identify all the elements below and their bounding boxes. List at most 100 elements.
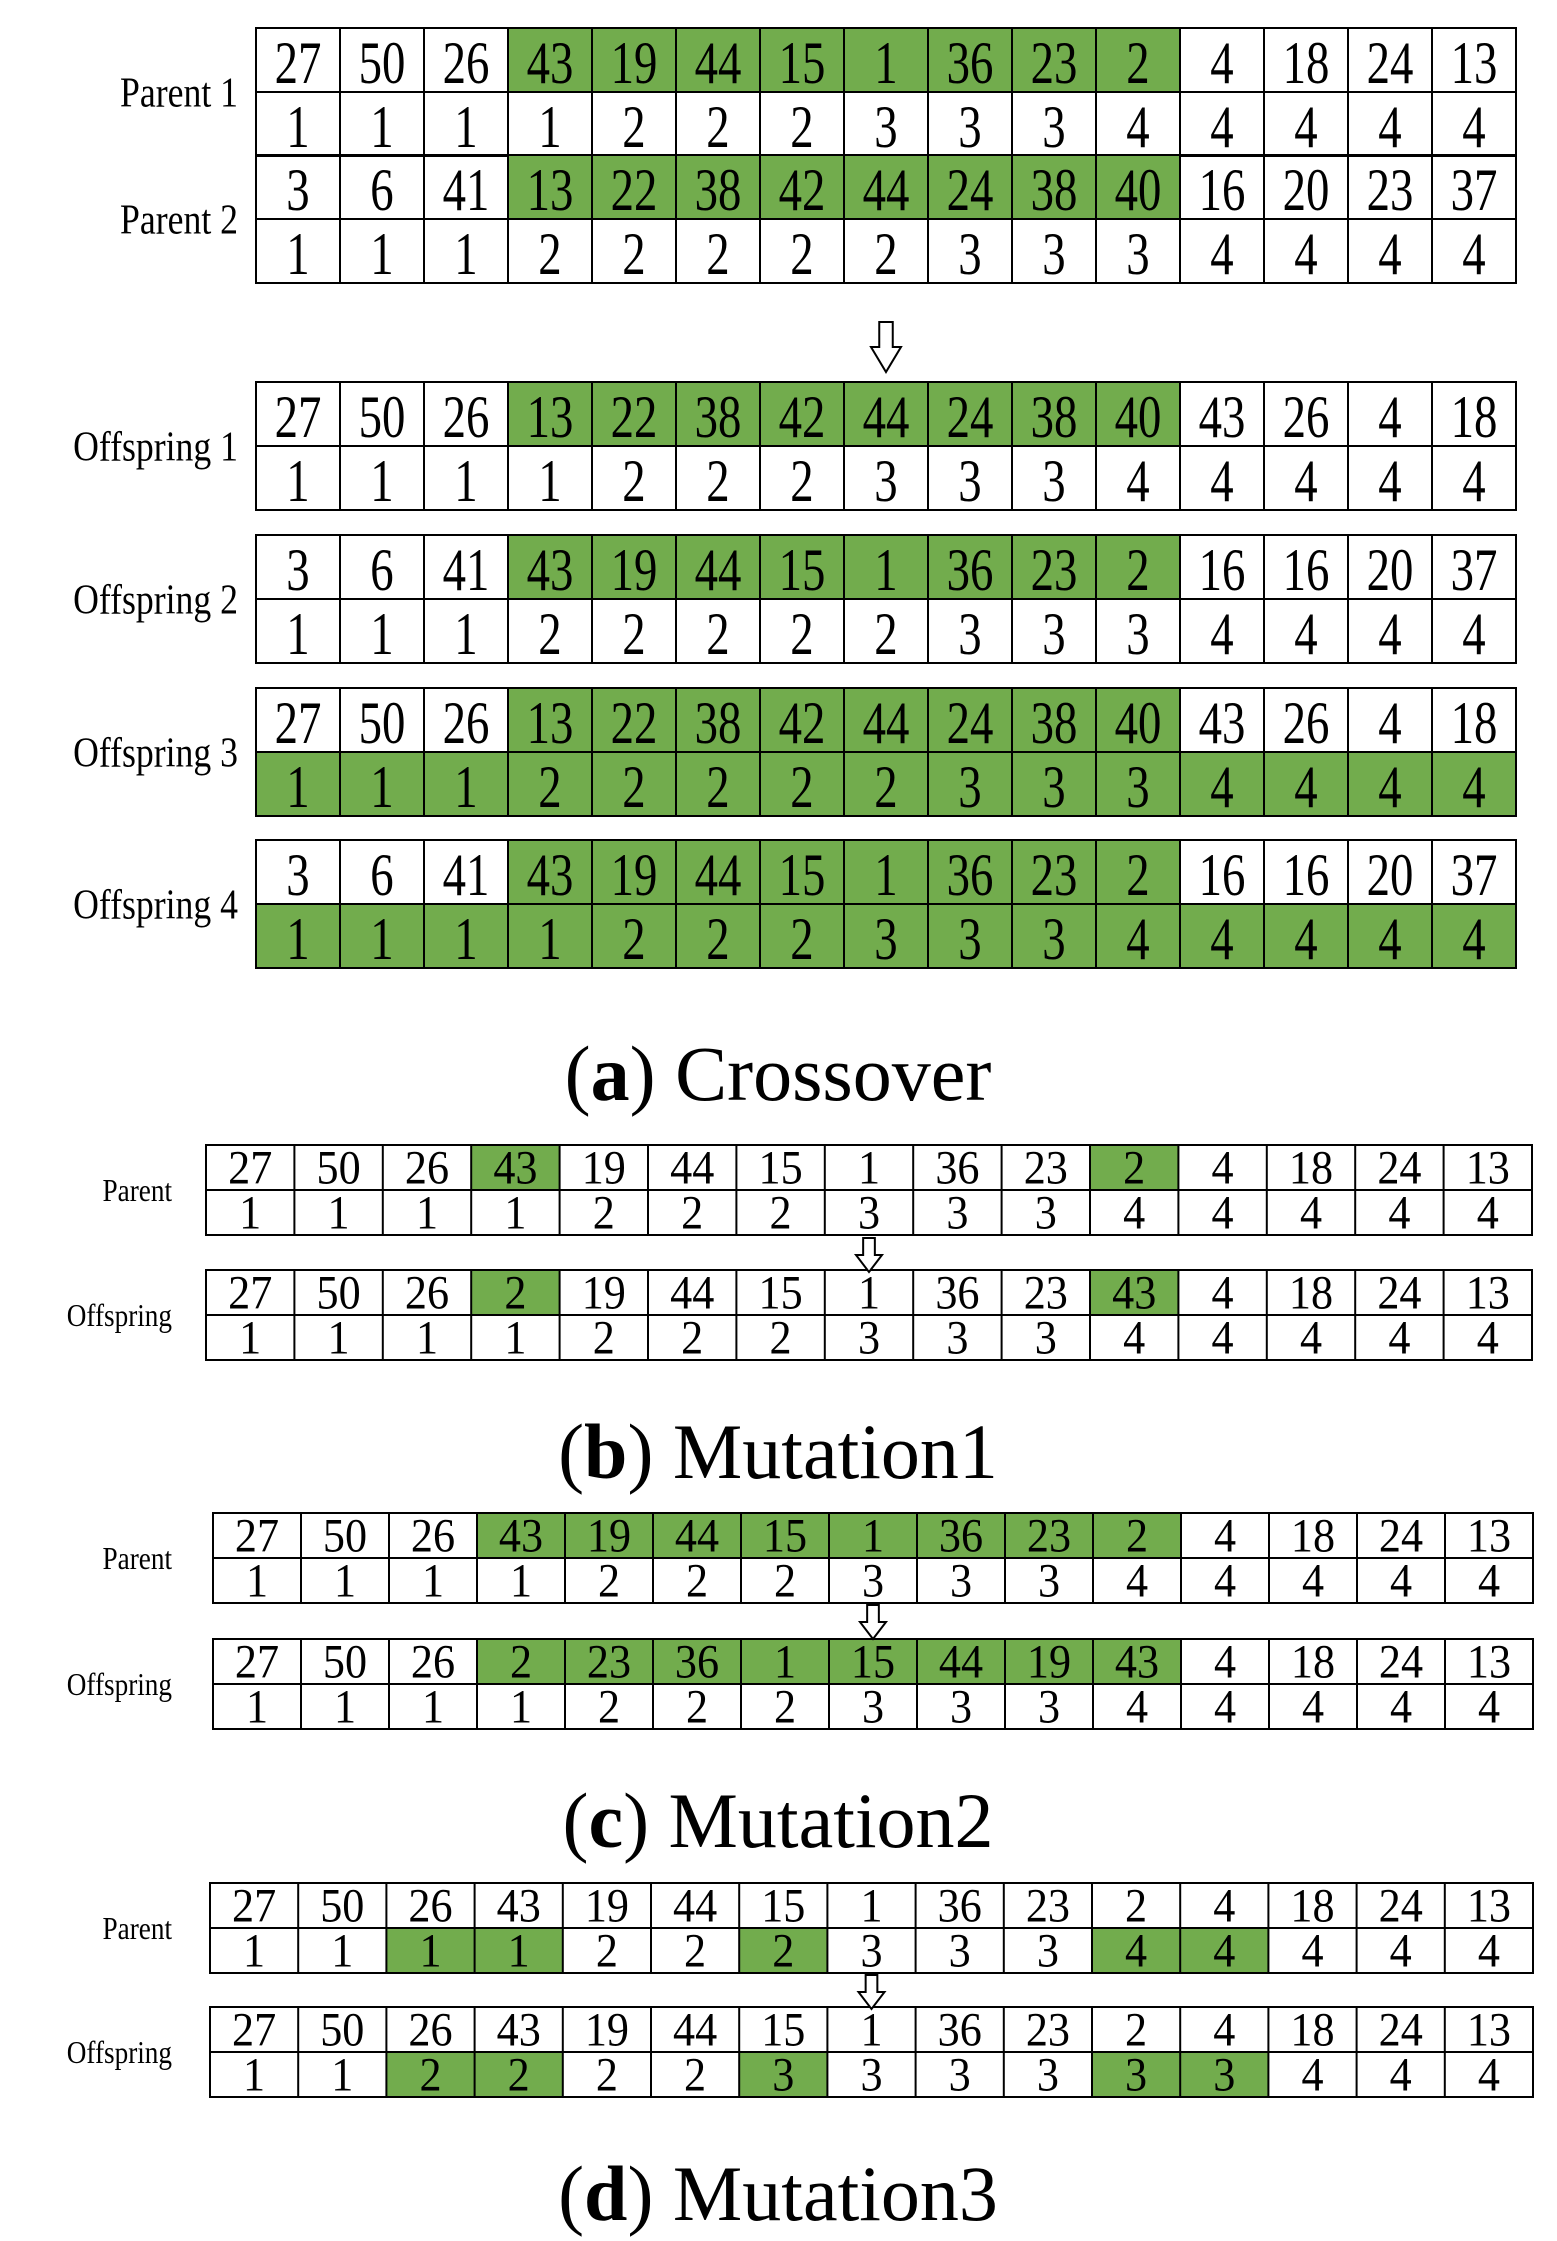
machine-value: 2: [596, 2048, 618, 2101]
gene-value: 19: [582, 1141, 626, 1194]
machine-value: 2: [874, 221, 897, 288]
machine-value: 1: [454, 754, 477, 821]
machine-value: 4: [1478, 1924, 1500, 1977]
machine-value: 2: [622, 94, 645, 161]
gene-value: 3: [286, 157, 309, 224]
gene-value: 6: [370, 537, 393, 604]
machine-value: 1: [419, 1924, 441, 1977]
gene-value: 42: [779, 157, 826, 224]
gene-value: 22: [611, 690, 658, 757]
machine-value: 2: [419, 2048, 441, 2101]
gene-value: 36: [938, 2003, 982, 2056]
gene-value: 41: [443, 842, 490, 909]
machine-value: 3: [949, 2048, 971, 2101]
highlight-cell: [928, 535, 1012, 599]
gene-value: 44: [670, 1266, 714, 1319]
gene-value: 38: [695, 690, 742, 757]
gene-value: 15: [779, 30, 826, 97]
machine-value: 4: [1210, 448, 1233, 515]
machine-value: 1: [334, 1554, 356, 1607]
chromosome-parent-1: 27 50 26 43 19 44 15 1 36 23 2 4 18 24 131 1 1 1 2 2 2 3 3 3 4 4 4…: [120, 27, 1517, 161]
highlight-cell: [424, 752, 508, 816]
gene-value: 44: [695, 30, 742, 97]
gene-value: 24: [1379, 1879, 1423, 1932]
highlight-cell: [386, 1928, 475, 1973]
machine-value: 1: [246, 1680, 268, 1733]
highlight-cell: [1005, 1513, 1093, 1558]
highlight-cell: [592, 155, 676, 219]
gene-value: 23: [1026, 1879, 1070, 1932]
machine-value: 4: [1301, 2048, 1323, 2101]
chromosome-label: Offspring 2: [73, 577, 238, 623]
gene-value: 40: [1115, 384, 1162, 451]
highlight-cell: [1432, 904, 1516, 968]
machine-value: 1: [370, 221, 393, 288]
gene-value: 16: [1199, 842, 1246, 909]
gene-value: 13: [1467, 2003, 1511, 2056]
gene-value: 38: [695, 157, 742, 224]
machine-value: 2: [770, 1186, 792, 1239]
chromosome-offspring: 27 50 26 2 19 44 15 1 36 23 43 4 18 24 131 1 1 1 2 2 2 3 3 3 4 4 4…: [67, 1266, 1533, 1364]
gene-value: 18: [1291, 1635, 1335, 1688]
highlight-cell: [676, 535, 760, 599]
gene-value: 44: [695, 537, 742, 604]
highlight-cell: [592, 752, 676, 816]
machine-value: 4: [1477, 1186, 1499, 1239]
machine-value: 3: [1042, 601, 1065, 668]
machine-value: 3: [1042, 448, 1065, 515]
highlight-cell: [508, 904, 592, 968]
machine-value: 3: [1038, 1554, 1060, 1607]
machine-value: 4: [1214, 1554, 1236, 1607]
gene-value: 27: [228, 1266, 272, 1319]
highlight-cell: [760, 28, 844, 92]
highlight-cell: [592, 904, 676, 968]
gene-value: 43: [527, 30, 574, 97]
highlight-cell: [844, 752, 928, 816]
caption-text: Mutation1: [673, 1408, 998, 1495]
highlight-cell: [676, 840, 760, 904]
caption-letter: d: [584, 2150, 627, 2237]
gene-value: 24: [947, 384, 994, 451]
machine-value: 1: [454, 601, 477, 668]
highlight-cell: [508, 535, 592, 599]
machine-value: 1: [510, 1680, 532, 1733]
machine-value: 2: [596, 1924, 618, 1977]
gene-value: 23: [1031, 30, 1078, 97]
gene-value: 50: [320, 2003, 364, 2056]
gene-value: 13: [527, 157, 574, 224]
gene-value: 13: [1466, 1141, 1510, 1194]
machine-value: 3: [858, 1186, 880, 1239]
gene-value: 24: [1367, 30, 1414, 97]
machine-value: 2: [684, 2048, 706, 2101]
gene-value: 4: [1213, 2003, 1235, 2056]
machine-value: 2: [622, 221, 645, 288]
highlight-cell: [565, 1513, 653, 1558]
highlight-cell: [592, 535, 676, 599]
gene-value: 26: [411, 1635, 455, 1688]
machine-value: 4: [1213, 1924, 1235, 1977]
machine-value: 3: [946, 1311, 968, 1364]
machine-value: 4: [1212, 1186, 1234, 1239]
highlight-cell: [676, 688, 760, 752]
gene-value: 27: [232, 1879, 276, 1932]
machine-value: 4: [1126, 906, 1149, 973]
machine-value: 1: [243, 2048, 265, 2101]
gene-value: 15: [759, 1141, 803, 1194]
machine-value: 1: [454, 94, 477, 161]
highlight-cell: [474, 1928, 563, 1973]
chromosome-offspring: 27 50 26 2 23 36 1 15 44 19 43 4 18 24 131 1 1 1 2 2 2 3 3 3 4 4 4…: [67, 1635, 1534, 1733]
gene-value: 15: [761, 1879, 805, 1932]
machine-value: 4: [1462, 601, 1485, 668]
highlight-cell: [256, 904, 340, 968]
gene-value: 50: [359, 30, 406, 97]
machine-value: 3: [1037, 1924, 1059, 1977]
gene-value: 24: [947, 690, 994, 757]
highlight-cell: [565, 1639, 653, 1684]
machine-value: 4: [1123, 1311, 1145, 1364]
machine-value: 4: [1378, 94, 1401, 161]
gene-value: 36: [947, 537, 994, 604]
highlight-cell: [1096, 535, 1180, 599]
gene-value: 43: [527, 842, 574, 909]
gene-value: 43: [1199, 690, 1246, 757]
caption-mutation1: (b) Mutation1: [558, 1408, 998, 1495]
